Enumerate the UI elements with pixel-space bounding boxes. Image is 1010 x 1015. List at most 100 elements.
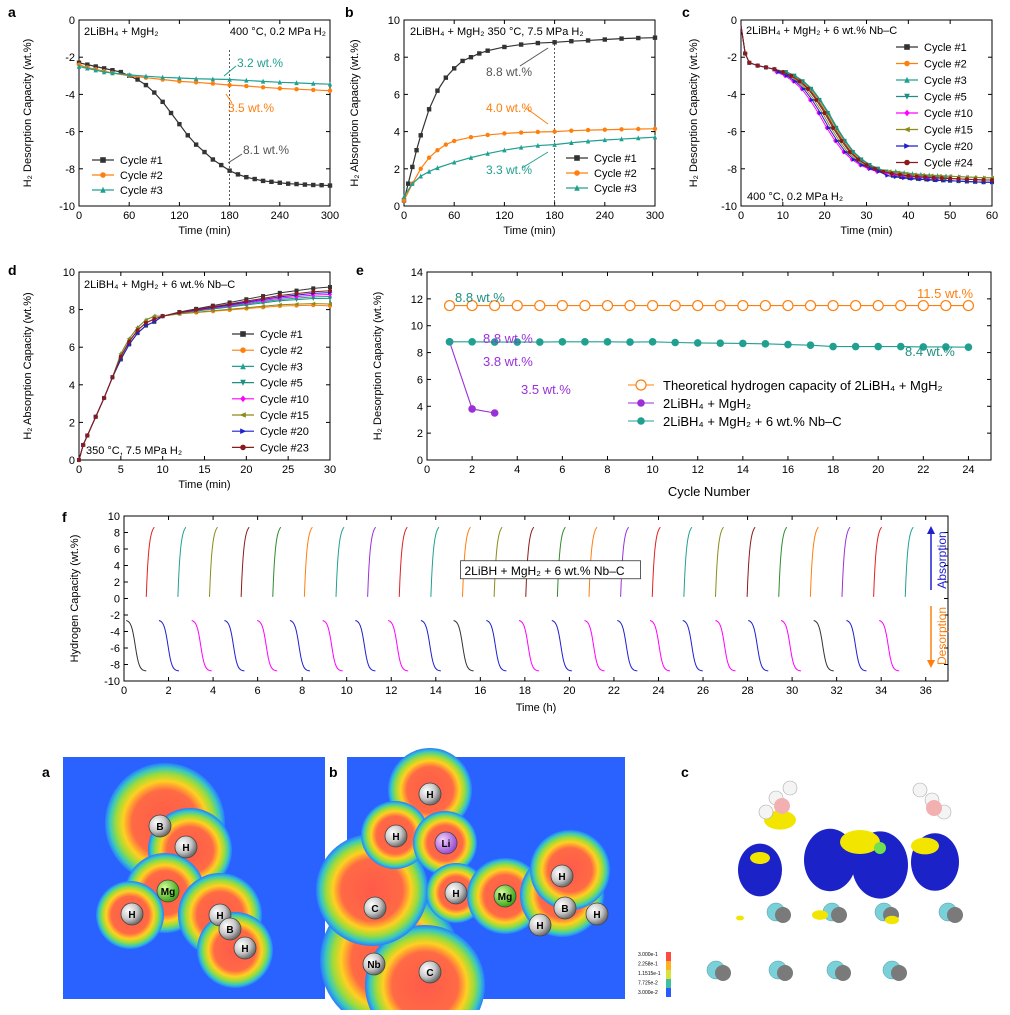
x-tick-label: 8 xyxy=(299,685,305,697)
data-point xyxy=(294,86,299,92)
data-point xyxy=(569,128,574,133)
data-point xyxy=(185,133,190,138)
data-point xyxy=(160,314,165,319)
annotation-arrow xyxy=(223,65,237,77)
data-point xyxy=(240,395,246,403)
series-line xyxy=(780,620,802,672)
c-atom xyxy=(715,965,731,981)
y-axis-label: H₂ Desorption Capacity (wt.%) xyxy=(372,292,384,441)
data-point xyxy=(502,131,507,136)
y-tick-label: -4 xyxy=(65,89,75,101)
data-point xyxy=(410,180,415,186)
condition-box-label: 2LiBH + MgH₂ + 6 wt.% Nb–C xyxy=(465,564,625,578)
data-point xyxy=(445,338,454,346)
panel-condition: 400 °C, 0.2 MPa H₂ xyxy=(230,26,326,38)
scale-swatch xyxy=(666,961,671,970)
isosurface-yellow xyxy=(812,910,828,920)
atom-label: H xyxy=(128,910,135,921)
data-point xyxy=(240,379,246,386)
atom xyxy=(174,835,198,859)
series-line xyxy=(649,620,671,672)
legend-label: Theoretical hydrogen capacity of 2LiBH₄ … xyxy=(663,378,943,393)
data-point xyxy=(927,177,932,182)
c-atom xyxy=(891,965,907,981)
data-point xyxy=(227,301,232,306)
atom-label: Mg xyxy=(498,892,512,903)
data-point xyxy=(574,184,580,191)
x-tick-label: 20 xyxy=(819,210,831,222)
data-point xyxy=(85,433,90,438)
data-point xyxy=(100,157,106,163)
y-tick-label: -10 xyxy=(104,676,120,688)
y-tick-label: 0 xyxy=(394,201,400,213)
data-point xyxy=(602,127,607,132)
data-point xyxy=(401,198,407,203)
annotation: 8.8 wt.% xyxy=(455,290,505,305)
data-point xyxy=(76,63,82,69)
x-tick-label: 180 xyxy=(545,210,563,222)
data-point xyxy=(569,140,574,145)
x-tick-label: 120 xyxy=(170,210,188,222)
data-point xyxy=(435,165,440,171)
data-point xyxy=(829,342,837,351)
series-line xyxy=(289,620,311,672)
c-atom xyxy=(947,907,963,923)
x-tick-label: 14 xyxy=(430,685,442,697)
data-point xyxy=(518,144,524,150)
data-point xyxy=(244,299,249,304)
data-point xyxy=(168,110,174,116)
data-point xyxy=(160,99,165,105)
data-point xyxy=(435,88,440,93)
data-point xyxy=(931,175,936,180)
data-point xyxy=(581,338,589,346)
data-point xyxy=(414,148,419,153)
atom-label: H xyxy=(426,790,433,801)
y-tick-label: -8 xyxy=(727,164,737,176)
y-tick-label: 12 xyxy=(411,294,423,306)
data-point xyxy=(626,338,634,346)
data-point xyxy=(693,339,702,347)
data-point xyxy=(826,125,832,130)
data-point xyxy=(177,79,182,84)
data-point xyxy=(261,294,266,299)
data-point xyxy=(904,109,910,117)
legend-label: Cycle #23 xyxy=(260,442,309,454)
y-tick-label: 6 xyxy=(114,544,120,556)
data-point xyxy=(556,299,568,312)
data-point xyxy=(151,314,157,319)
data-point xyxy=(876,166,881,172)
data-point xyxy=(859,157,864,162)
plot-frame xyxy=(426,271,992,461)
data-point xyxy=(739,339,747,348)
atom xyxy=(233,936,257,960)
series-line xyxy=(715,620,736,672)
series-line xyxy=(420,620,441,672)
annotation-arrow xyxy=(519,47,549,67)
x-tick-label: 20 xyxy=(872,464,884,476)
data-point xyxy=(443,142,449,147)
data-point xyxy=(904,159,910,166)
data-point xyxy=(914,174,919,179)
x-axis-label: Time (min) xyxy=(178,479,230,491)
data-point xyxy=(990,177,994,182)
legend-label: Cycle #3 xyxy=(924,75,967,87)
data-point xyxy=(135,328,140,333)
data-point xyxy=(940,299,952,312)
data-point xyxy=(918,177,924,182)
data-point xyxy=(327,183,333,188)
data-point xyxy=(872,166,877,171)
data-point xyxy=(327,81,333,87)
data-point xyxy=(619,136,624,142)
x-tick-label: 0 xyxy=(738,210,744,222)
annotation: 3.5 wt.% xyxy=(521,382,571,397)
y-tick-label: -2 xyxy=(65,52,75,64)
absorption-label: Absorption xyxy=(935,531,949,588)
panel-letter: c xyxy=(682,4,690,20)
data-point xyxy=(782,299,794,312)
x-tick-label: 60 xyxy=(123,210,135,222)
data-point xyxy=(260,304,266,309)
legend-label: Cycle #2 xyxy=(924,59,967,71)
data-point xyxy=(418,133,423,138)
data-point xyxy=(534,299,546,312)
